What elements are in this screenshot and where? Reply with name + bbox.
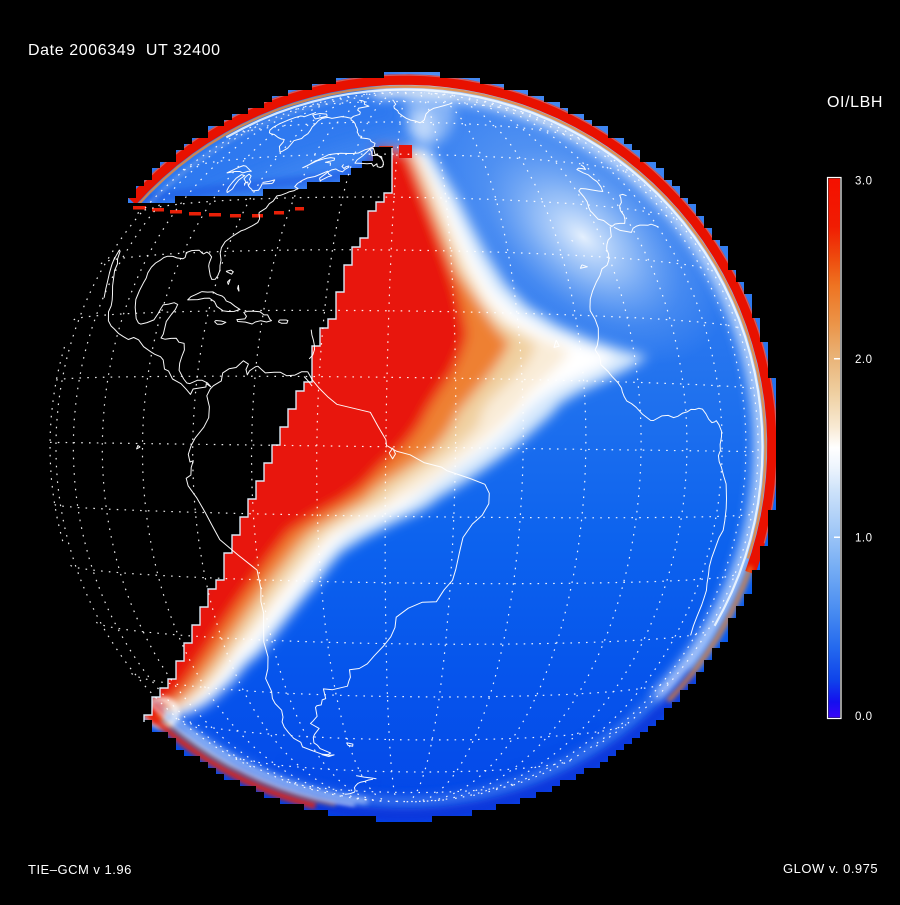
svg-text:1.0: 1.0 <box>855 533 873 545</box>
svg-text:Date 2006349 UT 32400: Date 2006349 UT 32400 <box>28 42 221 59</box>
svg-text:TIE–GCM v 1.96: TIE–GCM v 1.96 <box>28 862 132 877</box>
svg-text:GLOW v. 0.975: GLOW v. 0.975 <box>783 861 878 876</box>
svg-text:3.0: 3.0 <box>855 176 873 188</box>
svg-text:2.0: 2.0 <box>855 354 873 366</box>
svg-text:OI/LBH: OI/LBH <box>827 94 883 111</box>
svg-text:0.0: 0.0 <box>855 711 873 723</box>
